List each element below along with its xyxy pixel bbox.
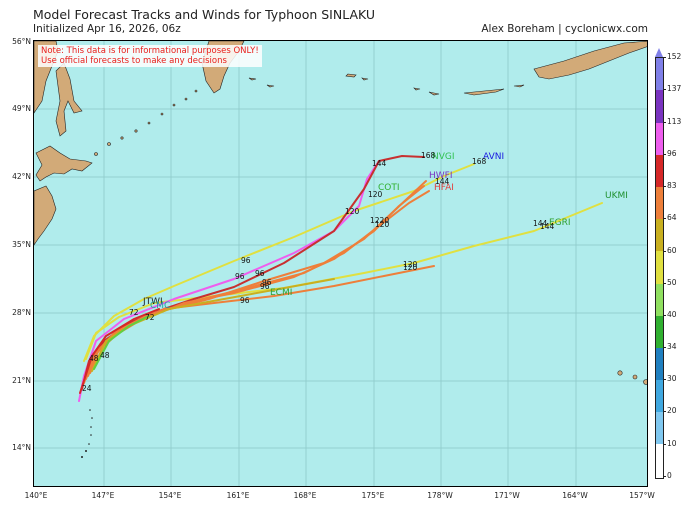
colorbar-tick: 152 bbox=[662, 52, 682, 61]
lon-label: 161°E bbox=[226, 491, 250, 500]
forecast-hour-label: 48 bbox=[89, 354, 99, 363]
model-label: CMC bbox=[150, 301, 170, 311]
forecast-hour-label: 96 bbox=[255, 269, 265, 278]
forecast-hour-label: 144 bbox=[372, 159, 387, 168]
colorbar-tick: 64 bbox=[663, 213, 677, 222]
lon-label: 157°W bbox=[629, 491, 655, 500]
forecast-hour-label: 96 bbox=[235, 272, 245, 281]
lon-label: 154°E bbox=[158, 491, 182, 500]
colorbar-tick: 50 bbox=[663, 278, 677, 287]
model-label: JTWI bbox=[142, 297, 163, 307]
colorbar-tick: 34 bbox=[663, 342, 677, 351]
model-label: COTI bbox=[378, 183, 400, 193]
forecast-hour-label: 96 bbox=[240, 296, 250, 305]
forecast-tracks bbox=[78, 155, 603, 402]
lon-label: 168°E bbox=[293, 491, 317, 500]
colorbar-tick: 40 bbox=[663, 310, 677, 319]
forecast-hour-label: 48 bbox=[100, 351, 110, 360]
colorbar-tick: 30 bbox=[663, 374, 677, 383]
forecast-hour-label: 96 bbox=[260, 282, 270, 291]
model-label: AVNI bbox=[483, 152, 504, 162]
lon-label: 178°W bbox=[427, 491, 453, 500]
forecast-hour-label: 120 bbox=[375, 220, 390, 229]
lon-label: 171°W bbox=[494, 491, 520, 500]
colorbar-tick: 137 bbox=[662, 84, 682, 93]
lat-label: 28°N bbox=[12, 308, 31, 317]
forecast-hour-label: 168 bbox=[472, 157, 487, 166]
lat-label: 56°N bbox=[12, 37, 31, 46]
forecast-hour-label: 168 bbox=[421, 151, 436, 160]
forecast-hour-label: 96 bbox=[262, 278, 272, 287]
forecast-hour-label: 144 bbox=[540, 222, 555, 231]
colorbar-tick: 10 bbox=[663, 439, 677, 448]
model-label: HWFI bbox=[429, 171, 453, 181]
colorbar-tick: 113 bbox=[662, 117, 682, 126]
credit-text: Alex Boreham | cyclonicwx.com bbox=[481, 23, 648, 35]
forecast-hour-label: 24 bbox=[82, 384, 92, 393]
forecast-hour-label: 1220 bbox=[370, 216, 389, 225]
forecast-hour-label: 144 bbox=[435, 177, 450, 186]
model-label: NVGI bbox=[432, 152, 455, 162]
lon-label: 175°E bbox=[361, 491, 385, 500]
colorbar-tick: 20 bbox=[663, 406, 677, 415]
colorbar-extend-arrow bbox=[655, 48, 663, 57]
forecast-hour-label: 120 bbox=[368, 190, 383, 199]
ocean bbox=[34, 41, 647, 486]
lon-label: 164°W bbox=[562, 491, 588, 500]
model-label: UKMI bbox=[605, 191, 628, 201]
forecast-hour-label: 120 bbox=[345, 207, 360, 216]
forecast-hour-label: 72 bbox=[129, 308, 139, 317]
model-label: EGRI bbox=[549, 218, 571, 228]
track-points bbox=[81, 409, 93, 458]
disclaimer-line-1: Note: This data is for informational pur… bbox=[41, 46, 259, 56]
lon-label: 147°E bbox=[91, 491, 115, 500]
chart-subtitle: Initialized Apr 16, 2026, 06z bbox=[33, 23, 181, 35]
disclaimer-note: Note: This data is for informational pur… bbox=[38, 45, 262, 67]
lat-label: 42°N bbox=[12, 172, 31, 181]
forecast-hour-label: 96 bbox=[241, 256, 251, 265]
lat-label: 49°N bbox=[12, 104, 31, 113]
lat-label: 35°N bbox=[12, 240, 31, 249]
forecast-hour-label: 120 bbox=[403, 260, 418, 269]
model-label: HFAI bbox=[434, 183, 454, 193]
lat-label: 14°N bbox=[12, 443, 31, 452]
colorbar-tick: 0 bbox=[663, 471, 672, 480]
map-panel[interactable]: AVNI NVGI HWFI HFAI COTI UKMI EGRI ECMI JTWI CMC 1… bbox=[33, 40, 648, 487]
colorbar-tick: 83 bbox=[663, 181, 677, 190]
model-label: ECMI bbox=[270, 288, 292, 298]
colorbar-tick: 60 bbox=[663, 246, 677, 255]
forecast-hour-label: 120 bbox=[403, 263, 418, 272]
lon-label: 140°E bbox=[24, 491, 48, 500]
wind-colorbar bbox=[655, 57, 664, 479]
colorbar-tick: 96 bbox=[663, 149, 677, 158]
forecast-hour-label: 144 bbox=[533, 219, 548, 228]
forecast-hour-label: 72 bbox=[145, 313, 155, 322]
chart-title: Model Forecast Tracks and Winds for Typh… bbox=[33, 7, 376, 22]
lat-label: 21°N bbox=[12, 376, 31, 385]
disclaimer-line-2: Use official forecasts to make any decis… bbox=[41, 56, 227, 66]
